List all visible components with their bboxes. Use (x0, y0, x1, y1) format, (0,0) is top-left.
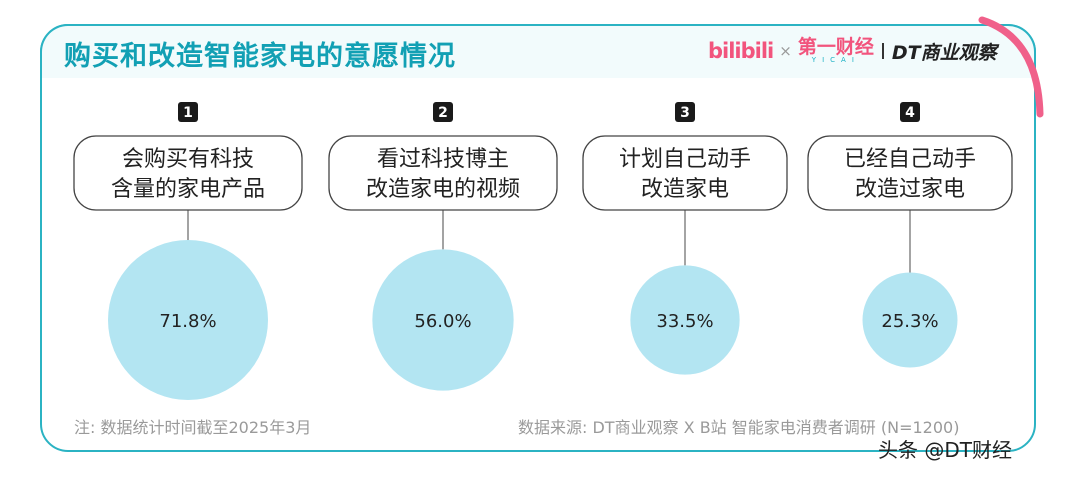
value-bubble (372, 249, 514, 391)
value-bubble (108, 240, 268, 400)
rank-badge: 4 (900, 102, 920, 122)
yicai-logo-sub: YICAI (811, 56, 860, 64)
value-label: 56.0% (414, 311, 471, 332)
rank-badge-bg (900, 102, 920, 122)
rank-badge-bg (178, 102, 198, 122)
category-label-line: 计划自己动手 (619, 147, 751, 172)
category-label-line: 会购买有科技 (122, 147, 254, 172)
rank-badge: 1 (178, 102, 198, 122)
category-label-line: 看过科技博主 (377, 147, 509, 172)
rank-badge-number: 4 (905, 105, 915, 121)
value-bubble (630, 265, 740, 375)
header-band (40, 24, 1036, 78)
category-label-box (73, 135, 303, 211)
brand-logos: bilibili × 第一财经 YICAI DT商业观察 (708, 36, 997, 66)
category-label-line: 改造过家电 (855, 177, 965, 202)
pink-arc-decoration (978, 16, 1044, 118)
yicai-logo: 第一财经 YICAI (798, 38, 874, 64)
footnote: 注: 数据统计时间截至2025年3月 (74, 418, 312, 437)
data-source: 数据来源: DT商业观察 X B站 智能家电消费者调研 (N=1200) (518, 418, 960, 437)
logo-separator-x: × (779, 42, 792, 60)
value-bubble (862, 272, 958, 368)
rank-badge-number: 2 (438, 105, 448, 121)
bilibili-logo: bilibili (708, 39, 774, 63)
rank-badge: 3 (675, 102, 695, 122)
yicai-logo-text: 第一财经 (797, 36, 874, 58)
rank-badge-number: 1 (183, 105, 193, 121)
value-label: 25.3% (881, 311, 938, 332)
chart-title: 购买和改造智能家电的意愿情况 (64, 41, 456, 72)
value-label: 71.8% (159, 311, 216, 332)
category-label-line: 含量的家电产品 (111, 177, 265, 202)
rank-badge-bg (433, 102, 453, 122)
logo-divider (881, 43, 884, 59)
value-label: 33.5% (656, 311, 713, 332)
rank-badge: 2 (433, 102, 453, 122)
category-label-box (582, 135, 788, 211)
category-label-box (328, 135, 558, 211)
rank-badge-bg (675, 102, 695, 122)
category-label-line: 已经自己动手 (844, 147, 976, 172)
rank-badge-number: 3 (680, 105, 690, 121)
watermark: 头条 @DT财经 (878, 438, 1012, 462)
category-label-box (807, 135, 1013, 211)
category-label-line: 改造家电 (641, 177, 729, 202)
dt-logo: DT商业观察 (891, 41, 997, 64)
category-label-line: 改造家电的视频 (366, 177, 520, 202)
